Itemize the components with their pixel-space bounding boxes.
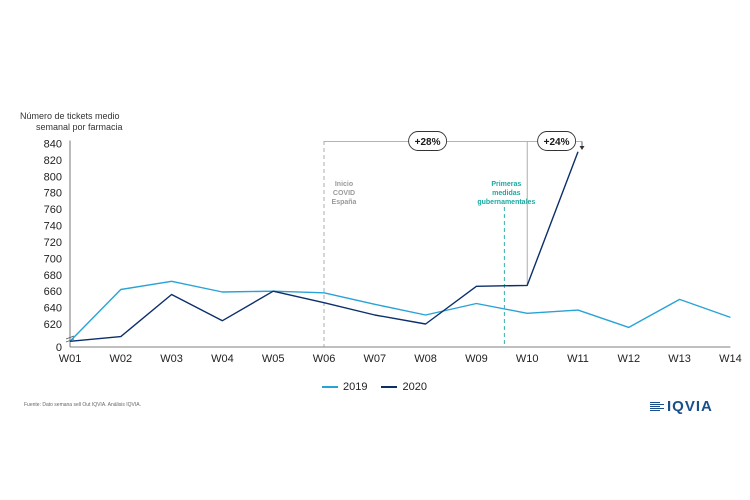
series-lines <box>69 151 731 342</box>
y-tick-label: 760 <box>44 204 62 216</box>
x-tick-label: W08 <box>414 353 437 365</box>
y-tick-label: 840 <box>44 139 62 151</box>
y-tick-label: 640 <box>44 303 62 315</box>
badge-28 <box>408 131 448 151</box>
arrow-24-head-icon <box>579 146 585 150</box>
y-tick-label: 620 <box>44 319 62 331</box>
x-tick-label: W05 <box>262 353 285 365</box>
annotations: Inicio COVID España Primeras medidas gubernam… <box>323 131 585 347</box>
badge-28-text: +28% <box>415 137 441 148</box>
x-tick-label: W12 <box>617 353 640 365</box>
gov-measures-label: gubernamentales <box>477 199 535 206</box>
badge-24-text: +24% <box>544 137 570 148</box>
y-axis: 620 640 660 680 700 720 740 760 780 800 820 840 0 <box>44 139 75 354</box>
x-axis: W01 W02 W03 W04 W05 W06 W07 W08 W09 W10 W11 W12 W13 W… <box>59 346 742 365</box>
y-tick-label: 660 <box>44 286 62 298</box>
legend: 2019 2020 <box>322 381 427 393</box>
x-tick-label: W11 <box>567 353 589 365</box>
covid-start-label: Inicio <box>335 181 353 188</box>
y-tick-label: 800 <box>44 171 62 183</box>
y-axis-label-line-2: semanal por farmacia <box>36 122 123 132</box>
x-tick-label: W14 <box>719 353 742 365</box>
x-tick-label: W03 <box>160 353 183 365</box>
source-note: Fuente: Dato semana sell Out IQVIA. Anál… <box>24 402 141 408</box>
x-tick-label: W01 <box>59 353 82 365</box>
covid-start-label: España <box>332 199 357 206</box>
x-tick-label: W04 <box>211 353 234 365</box>
x-tick-label: W07 <box>363 353 386 365</box>
y-tick-label: 820 <box>44 155 62 167</box>
y-tick-label: 700 <box>44 253 62 265</box>
y-axis-label-line-1: Número de tickets medio <box>20 111 120 121</box>
badge-24 <box>537 131 577 151</box>
covid-start-label: COVID <box>333 190 355 197</box>
legend-swatch-2019 <box>322 386 338 388</box>
legend-label-2019: 2019 <box>343 381 368 393</box>
legend-item-2019: 2019 <box>322 381 367 393</box>
y-tick-label: 720 <box>44 237 62 249</box>
x-tick-label: W02 <box>109 353 132 365</box>
x-tick-label: W10 <box>516 353 539 365</box>
gov-measures-label: Primeras <box>491 181 521 188</box>
y-tick-label: 740 <box>44 221 62 233</box>
y-tick-label: 0 <box>56 342 62 354</box>
legend-label-2020: 2020 <box>402 381 427 393</box>
series-line-2020 <box>69 151 579 342</box>
line-chart: Número de tickets medio semanal por farm… <box>20 111 742 365</box>
gov-measures-label: medidas <box>492 190 521 197</box>
y-tick-label: 780 <box>44 188 62 200</box>
legend-swatch-2020 <box>381 386 398 388</box>
logo-lines-icon <box>650 402 664 411</box>
legend-item-2020: 2020 <box>381 381 427 393</box>
x-tick-label: W06 <box>313 353 336 365</box>
iqvia-logo: IQVIA <box>650 398 713 415</box>
y-axis-label: Número de tickets medio semanal por farm… <box>20 111 123 132</box>
x-tick-label: W13 <box>668 353 691 365</box>
logo-text: IQVIA <box>667 398 713 415</box>
series-line-2019 <box>69 280 731 342</box>
y-tick-label: 680 <box>44 270 62 282</box>
x-tick-label: W09 <box>465 353 488 365</box>
